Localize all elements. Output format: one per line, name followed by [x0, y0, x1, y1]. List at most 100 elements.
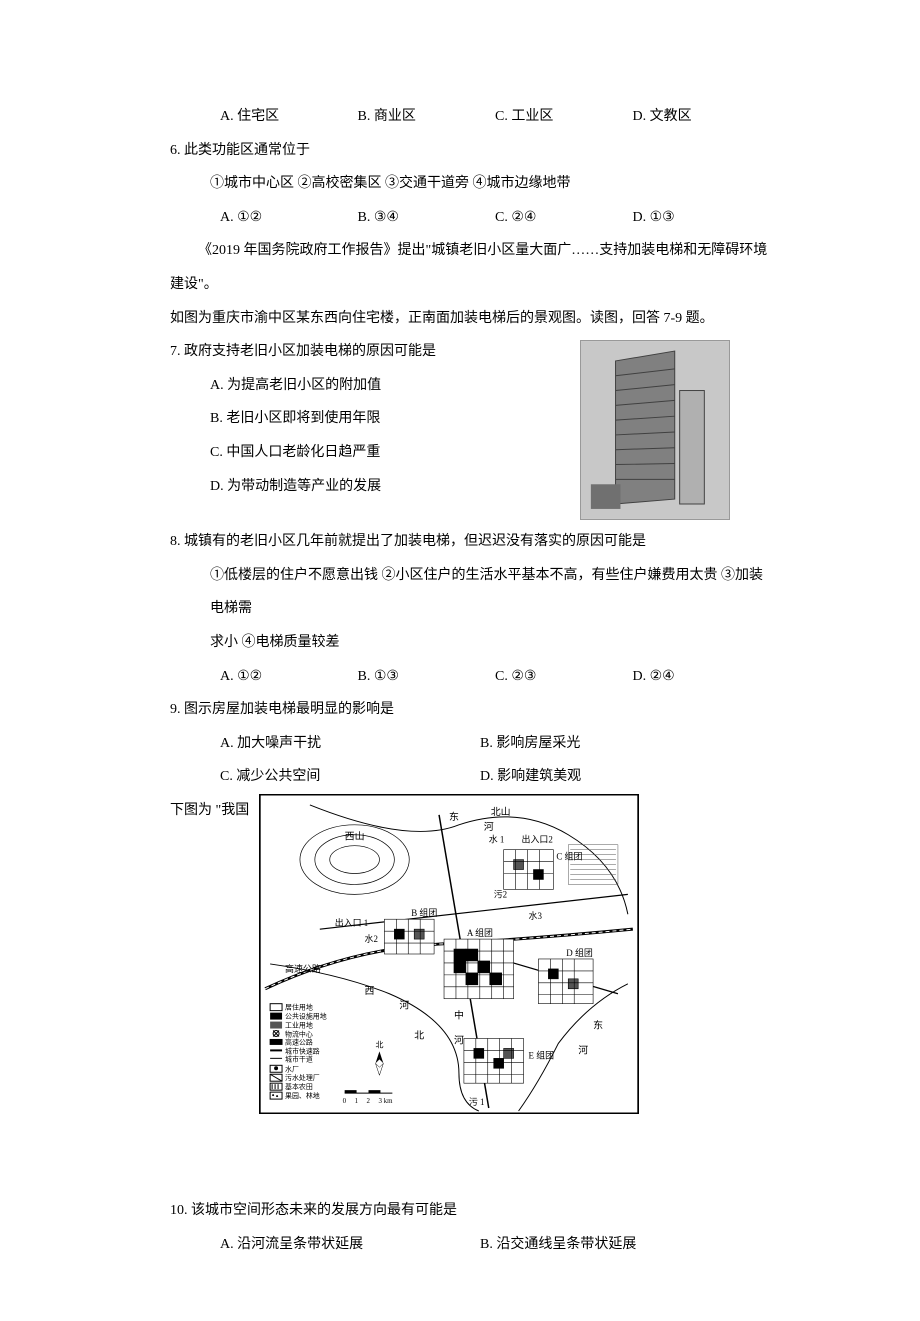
option-text: 减少公共空间: [236, 769, 320, 784]
option-text: 工业区: [511, 109, 553, 124]
option-letter: B.: [210, 411, 223, 426]
svg-text:D 组团: D 组团: [566, 947, 593, 958]
svg-text:西山: 西山: [345, 831, 365, 843]
option-text: ②④: [511, 210, 536, 225]
q9-option-c: C. 减少公共空间: [220, 760, 480, 794]
svg-text:E 组团: E 组团: [529, 1049, 555, 1060]
svg-text:西: 西: [365, 986, 375, 997]
q6-stem: 6. 此类功能区通常位于: [170, 134, 770, 168]
svg-text:污2: 污2: [494, 888, 507, 899]
option-text: ②③: [511, 669, 536, 684]
option-text: 为提高老旧小区的附加值: [227, 378, 381, 393]
option-text: 商业区: [374, 109, 416, 124]
svg-text:3 km: 3 km: [379, 1097, 394, 1105]
svg-text:A 组团: A 组团: [467, 927, 493, 938]
q8-items-l2: 求小 ④电梯质量较差: [170, 626, 770, 660]
svg-text:北山: 北山: [491, 806, 511, 818]
option-text: ①③: [650, 210, 675, 225]
option-letter: C.: [495, 210, 508, 225]
option-letter: A.: [220, 736, 234, 751]
option-letter: C.: [495, 669, 508, 684]
option-letter: B.: [358, 669, 371, 684]
svg-text:东: 东: [449, 810, 459, 823]
option-letter: D.: [210, 479, 224, 494]
q9-options-row1: A. 加大噪声干扰 B. 影响房屋采光: [170, 727, 770, 761]
option-letter: D.: [633, 109, 647, 124]
option-letter: A.: [210, 378, 224, 393]
q9-options-row2: C. 减少公共空间 D. 影响建筑美观: [170, 760, 770, 794]
svg-text:水3: 水3: [529, 910, 543, 921]
option-text: 影响建筑美观: [497, 769, 581, 784]
q8-stem: 8. 城镇有的老旧小区几年前就提出了加装电梯，但迟迟没有落实的原因可能是: [170, 525, 770, 559]
svg-text:C 组团: C 组团: [557, 851, 583, 862]
option-text: ①③: [374, 669, 399, 684]
q6-items: ①城市中心区 ②高校密集区 ③交通干道旁 ④城市边缘地带: [170, 167, 770, 201]
q6-option-d: D. ①③: [633, 201, 771, 235]
svg-text:水厂: 水厂: [285, 1064, 299, 1073]
svg-text:城市快速路: 城市快速路: [285, 1046, 320, 1055]
q6-option-a: A. ①②: [220, 201, 358, 235]
svg-text:高速公路: 高速公路: [285, 1037, 313, 1046]
option-text: 沿交通线呈条带状延展: [496, 1237, 636, 1252]
q5-option-c: C. 工业区: [495, 100, 633, 134]
option-letter: C.: [220, 769, 233, 784]
svg-text:2: 2: [367, 1097, 371, 1105]
svg-text:河: 河: [454, 1034, 464, 1046]
q9-option-b: B. 影响房屋采光: [480, 727, 740, 761]
svg-text:北: 北: [376, 1040, 384, 1049]
svg-text:果园、林地: 果园、林地: [285, 1091, 320, 1100]
option-letter: A.: [220, 669, 234, 684]
option-text: 影响房屋采光: [496, 736, 580, 751]
svg-text:高速公路: 高速公路: [285, 963, 321, 974]
svg-text:水 1: 水 1: [489, 834, 505, 845]
option-letter: C.: [495, 109, 508, 124]
context-10-text: 下图为 "我国: [170, 794, 249, 828]
q10-stem: 10. 该城市空间形态未来的发展方向最有可能是: [170, 1194, 770, 1228]
context-7-9-line2: 如图为重庆市渝中区某东西向住宅楼，正南面加装电梯后的景观图。读图，回答 7-9 …: [170, 302, 770, 336]
svg-text:B 组团: B 组团: [411, 907, 437, 918]
q5-option-d: D. 文教区: [633, 100, 771, 134]
q8-option-c: C. ②③: [495, 660, 633, 694]
option-letter: B.: [480, 736, 493, 751]
option-letter: B.: [358, 210, 371, 225]
option-letter: A.: [220, 109, 234, 124]
svg-text:北: 北: [414, 1029, 424, 1041]
q9-option-d: D. 影响建筑美观: [480, 760, 740, 794]
q5-option-b: B. 商业区: [358, 100, 496, 134]
svg-text:污水处理厂: 污水处理厂: [285, 1073, 320, 1082]
q5-options: A. 住宅区 B. 商业区 C. 工业区 D. 文教区: [170, 100, 770, 134]
svg-text:中: 中: [454, 1009, 464, 1022]
option-text: ③④: [374, 210, 399, 225]
option-text: 沿河流呈条带状延展: [237, 1237, 363, 1252]
q9-option-a: A. 加大噪声干扰: [220, 727, 480, 761]
option-letter: A.: [220, 1237, 234, 1252]
context-10-row: 下图为 "我国 西山 东 河 北山 高速公路: [170, 794, 770, 1114]
svg-text:出入口2: 出入口2: [522, 834, 553, 845]
q10-options-row1: A. 沿河流呈条带状延展 B. 沿交通线呈条带状延展: [170, 1228, 770, 1262]
svg-text:出入口 1: 出入口 1: [335, 917, 369, 928]
svg-text:物流中心: 物流中心: [285, 1029, 313, 1038]
option-text: 中国人口老龄化日趋严重: [226, 445, 380, 460]
option-text: 文教区: [650, 109, 692, 124]
q10-option-b: B. 沿交通线呈条带状延展: [480, 1228, 740, 1262]
q8-option-d: D. ②④: [633, 660, 771, 694]
q8-items-l1: ①低楼层的住户不愿意出钱 ②小区住户的生活水平基本不高，有些住户嫌费用太贵 ③加…: [170, 559, 770, 626]
context-7-9-line1: 《2019 年国务院政府工作报告》提出"城镇老旧小区量大面广……支持加装电梯和无…: [170, 234, 770, 301]
option-letter: D.: [480, 769, 494, 784]
q8-options: A. ①② B. ①③ C. ②③ D. ②④: [170, 660, 770, 694]
city-plan-map: 西山 东 河 北山 高速公路: [259, 794, 639, 1114]
svg-text:公共设施用地: 公共设施用地: [285, 1012, 327, 1021]
svg-text:污 1: 污 1: [469, 1096, 485, 1107]
option-text: 老旧小区即将到使用年限: [226, 411, 380, 426]
svg-text:居住用地: 居住用地: [285, 1003, 313, 1012]
option-letter: D.: [633, 210, 647, 225]
svg-text:城市干道: 城市干道: [285, 1054, 313, 1063]
q5-option-a: A. 住宅区: [220, 100, 358, 134]
building-photo: [580, 340, 730, 520]
svg-text:基本农田: 基本农田: [285, 1082, 313, 1091]
option-text: 住宅区: [237, 109, 279, 124]
q9-stem: 9. 图示房屋加装电梯最明显的影响是: [170, 693, 770, 727]
svg-text:河: 河: [400, 1000, 410, 1012]
svg-text:水2: 水2: [365, 933, 378, 944]
svg-text:河: 河: [578, 1044, 588, 1056]
